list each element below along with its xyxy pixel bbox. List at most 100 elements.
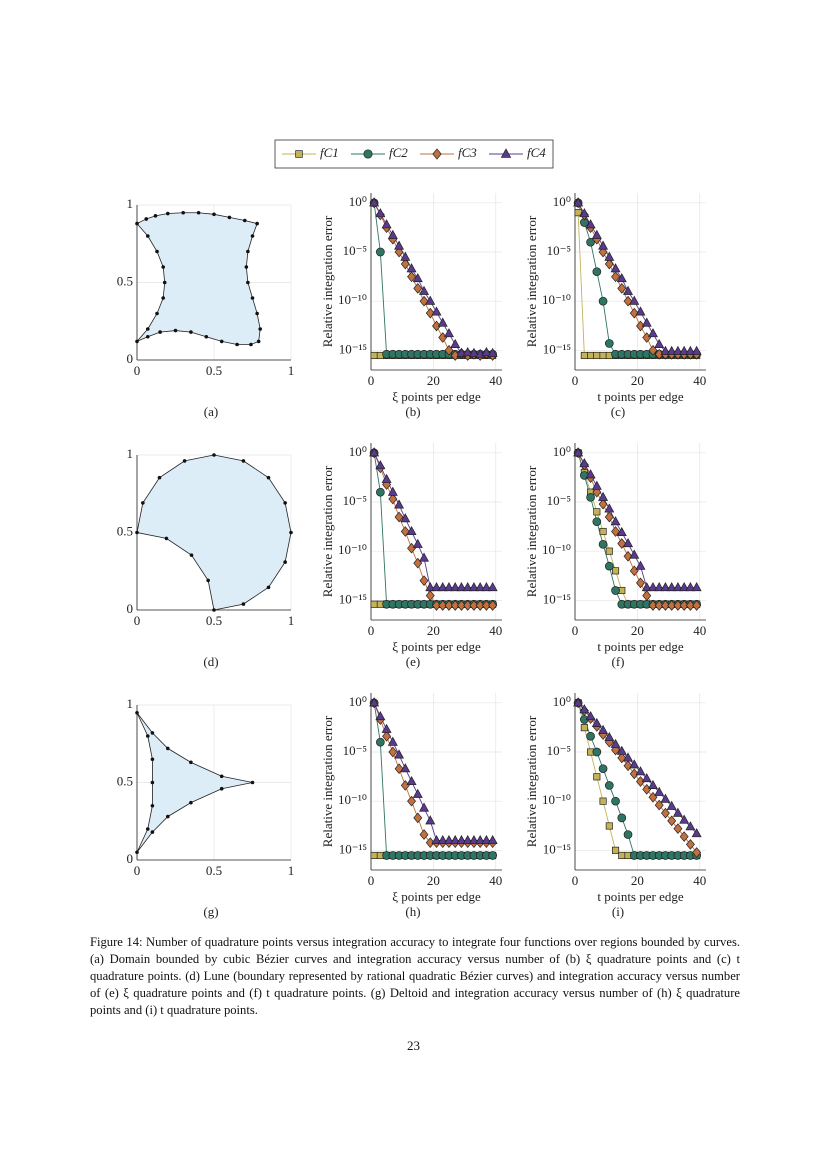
marker-diamond bbox=[456, 600, 466, 611]
boundary-point bbox=[153, 214, 158, 218]
boundary-point bbox=[204, 334, 209, 339]
x-tick-label: 1 bbox=[288, 613, 295, 628]
marker-triangle bbox=[610, 738, 621, 748]
marker-triangle bbox=[585, 711, 596, 721]
marker-triangle bbox=[425, 815, 436, 825]
marker-diamond bbox=[629, 768, 639, 780]
boundary-point bbox=[173, 328, 178, 333]
y-axis-label: Relative integration error bbox=[524, 465, 539, 597]
boundary-point bbox=[255, 311, 259, 316]
marker-diamond bbox=[623, 295, 633, 307]
marker-triangle bbox=[691, 582, 702, 592]
y-tick-label: 10⁰ bbox=[553, 194, 571, 209]
x-axis-label: t points per edge bbox=[597, 639, 684, 654]
marker-circle bbox=[604, 339, 614, 348]
marker-circle bbox=[488, 851, 497, 860]
boundary-point bbox=[189, 553, 194, 557]
y-axis-label: Relative integration error bbox=[320, 215, 335, 347]
marker-diamond bbox=[673, 600, 683, 611]
marker-triangle bbox=[647, 582, 658, 592]
marker-triangle bbox=[394, 749, 405, 759]
x-tick-label: 0.5 bbox=[206, 863, 222, 878]
marker-triangle bbox=[623, 752, 634, 762]
marker-diamond bbox=[660, 600, 670, 611]
marker-triangle bbox=[375, 711, 386, 721]
marker-triangle bbox=[641, 317, 652, 327]
marker-triangle bbox=[591, 480, 602, 490]
marker-triangle bbox=[425, 582, 436, 592]
marker-triangle bbox=[369, 197, 380, 207]
boundary-point bbox=[158, 330, 162, 334]
boundary-point bbox=[166, 746, 170, 751]
boundary-point bbox=[135, 850, 139, 855]
boundary-point bbox=[135, 710, 139, 715]
marker-diamond bbox=[667, 815, 677, 827]
marker-diamond bbox=[419, 575, 429, 587]
marker-triangle bbox=[443, 834, 454, 845]
y-tick-label: 10⁻¹⁵ bbox=[543, 591, 571, 606]
boundary-point bbox=[283, 560, 287, 564]
y-tick-label: 10⁰ bbox=[553, 444, 571, 459]
marker-triangle bbox=[375, 208, 386, 218]
marker-circle bbox=[611, 586, 620, 595]
domain-region bbox=[136, 712, 253, 853]
marker-diamond bbox=[623, 550, 633, 562]
marker-triangle bbox=[685, 345, 696, 355]
marker-triangle bbox=[431, 834, 442, 845]
marker-triangle bbox=[579, 458, 590, 468]
marker-diamond bbox=[438, 332, 448, 343]
marker-circle bbox=[586, 237, 595, 247]
boundary-point bbox=[266, 475, 271, 480]
marker-triangle bbox=[635, 766, 646, 776]
x-tick-label: 20 bbox=[631, 873, 644, 888]
boundary-point bbox=[244, 265, 249, 269]
x-tick-label: 0.5 bbox=[206, 363, 222, 378]
boundary-point bbox=[145, 334, 150, 339]
marker-triangle bbox=[579, 704, 590, 714]
marker-diamond bbox=[400, 258, 410, 270]
marker-diamond bbox=[450, 600, 460, 611]
y-tick-label: 0 bbox=[127, 351, 134, 366]
panel-label: (b) bbox=[405, 404, 420, 419]
marker-triangle bbox=[419, 552, 430, 562]
marker-diamond bbox=[642, 590, 652, 601]
marker-triangle bbox=[450, 582, 461, 592]
x-tick-label: 40 bbox=[489, 873, 502, 888]
boundary-point bbox=[135, 221, 139, 226]
x-tick-label: 0 bbox=[572, 373, 579, 388]
boundary-point bbox=[144, 217, 149, 221]
marker-triangle bbox=[647, 779, 658, 789]
marker-diamond bbox=[388, 493, 398, 505]
panel-label: (h) bbox=[405, 904, 420, 919]
domain-region bbox=[136, 212, 261, 345]
x-axis-label: t points per edge bbox=[597, 889, 684, 904]
x-tick-label: 0 bbox=[134, 363, 141, 378]
x-tick-label: 40 bbox=[489, 373, 502, 388]
marker-diamond bbox=[400, 526, 410, 537]
x-tick-label: 40 bbox=[693, 873, 706, 888]
marker-square bbox=[599, 351, 607, 360]
x-tick-label: 0 bbox=[368, 873, 375, 888]
y-tick-label: 1 bbox=[127, 696, 134, 711]
marker-triangle bbox=[579, 208, 590, 218]
marker-triangle bbox=[462, 582, 473, 592]
marker-diamond bbox=[679, 831, 689, 842]
marker-triangle bbox=[369, 447, 380, 457]
boundary-point bbox=[219, 774, 224, 779]
marker-circle bbox=[376, 487, 385, 497]
marker-triangle bbox=[487, 582, 498, 592]
marker-triangle bbox=[487, 834, 498, 845]
marker-diamond bbox=[679, 600, 689, 611]
y-tick-label: 10⁻¹⁰ bbox=[338, 292, 367, 307]
marker-diamond bbox=[598, 498, 608, 510]
marker-triangle bbox=[666, 582, 677, 592]
y-tick-label: 10⁻¹⁰ bbox=[542, 792, 571, 807]
boundary-point bbox=[219, 786, 224, 791]
marker-triangle bbox=[443, 328, 454, 338]
y-axis-label: Relative integration error bbox=[320, 465, 335, 597]
marker-triangle bbox=[629, 759, 640, 769]
marker-triangle bbox=[412, 273, 423, 283]
y-tick-label: 10⁰ bbox=[349, 694, 367, 709]
marker-circle bbox=[598, 296, 608, 306]
